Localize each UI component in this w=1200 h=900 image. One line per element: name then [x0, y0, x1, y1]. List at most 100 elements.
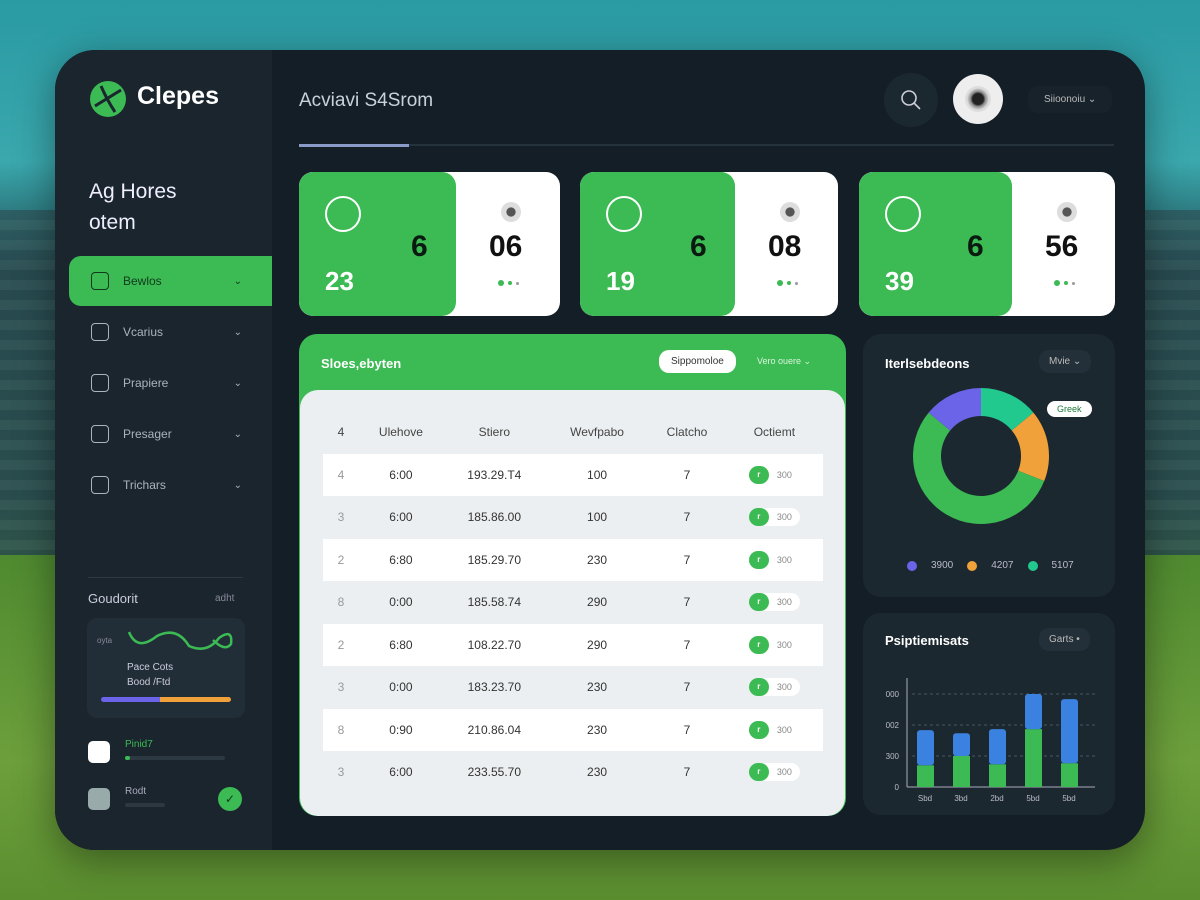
table-row[interactable]: 3 0:00 183.23.70 230 7 r 300 [323, 666, 823, 709]
widget-line2: Bood /Ftd [127, 677, 171, 688]
chevron-down-icon: ⌄ [233, 479, 242, 491]
table-row[interactable]: 8 0:00 185.58.74 290 7 r 300 [323, 581, 823, 624]
dashboard-window: Clepes Ag Hores otem Bewlos ⌄ Vcarius ⌄ Prapi… [55, 50, 1145, 850]
legend-label: 3900 [931, 560, 954, 571]
bar-segment[interactable] [1025, 694, 1042, 730]
table-row[interactable]: 2 6:80 108.22.70 290 7 r 300 [323, 623, 823, 666]
status-toggle[interactable]: r 300 [748, 508, 800, 527]
bar-dropdown[interactable]: Garts • [1039, 628, 1090, 651]
donut-chart [913, 388, 1049, 524]
table-row[interactable]: 3 6:00 185.86.00 100 7 r 300 [323, 496, 823, 539]
bar-card: Psiptiemisats Garts • 0 300 002 000 Sbd 3bd 2b… [863, 613, 1115, 815]
donut-slice[interactable] [1011, 412, 1049, 482]
donut-slice[interactable] [913, 412, 1045, 524]
avatar[interactable] [953, 74, 1003, 124]
column-header[interactable]: Clatcho [666, 425, 708, 440]
legend-swatch [967, 560, 978, 571]
check-button[interactable]: ✓ [218, 787, 242, 811]
sidebar-item-1[interactable]: Vcarius ⌄ [69, 307, 272, 357]
table-cell: 7 [648, 453, 726, 496]
clock-icon [91, 323, 109, 341]
bar-segment[interactable] [953, 733, 970, 756]
x-tick-label: 3bd [954, 794, 967, 803]
sidebar-item-2[interactable]: Prapiere ⌄ [69, 358, 272, 408]
app-icon[interactable] [88, 741, 110, 763]
bar-segment[interactable] [989, 764, 1006, 787]
table-cell: 108.22.70 [442, 623, 546, 666]
stat-card[interactable]: 6 23 06 [299, 172, 560, 316]
bar-segment[interactable] [989, 729, 1006, 765]
donut-slice[interactable] [981, 388, 1034, 431]
donut-legend: 3900 4207 5107 [907, 560, 1074, 571]
bar-segment[interactable] [1061, 763, 1078, 787]
table-row[interactable]: 8 0:90 210.86.04 230 7 r 300 [323, 708, 823, 751]
table-cell: 230 [545, 538, 649, 581]
widget-progress [101, 697, 231, 702]
status-toggle[interactable]: r 300 [748, 550, 800, 569]
profile-dropdown[interactable]: Siioonoiu ⌄ [1028, 86, 1113, 113]
bar-segment[interactable] [917, 730, 934, 766]
table-cell: 230 [587, 765, 608, 780]
status-toggle[interactable]: r 300 [748, 593, 800, 612]
table-cell: 6:00 [359, 453, 443, 496]
bar-segment[interactable] [1061, 699, 1078, 764]
bar-segment[interactable] [917, 765, 934, 787]
column-header[interactable]: Ulehove [378, 425, 423, 440]
table-cell: 7 [683, 595, 691, 610]
soccer-ball-icon [780, 202, 800, 222]
footer-item-label: Rodt [125, 786, 147, 797]
logo-icon [90, 81, 126, 117]
bar-title: Psiptiemisats [885, 633, 969, 648]
sidebar-item-0[interactable]: Bewlos ⌄ [69, 256, 272, 306]
widget-action[interactable]: adht [215, 593, 235, 604]
table-cell: 8 [323, 708, 359, 751]
sidebar-title: Ag Hores otem [89, 180, 177, 234]
table-filter[interactable]: Vero ouere ⌄ [757, 356, 812, 366]
folder-icon [91, 374, 109, 392]
donut-dropdown[interactable]: Mvie ⌄ [1039, 350, 1092, 373]
page-title: Acviavi S4Srom [299, 90, 434, 111]
stat-icon [606, 196, 642, 232]
column-header[interactable]: Wevfpabo [570, 425, 624, 440]
table-cell: 185.29.70 [442, 538, 546, 581]
status-toggle[interactable]: r 300 [748, 763, 800, 782]
status-toggle[interactable]: r 300 [748, 678, 800, 697]
stat-icon [325, 196, 361, 232]
stat-value: 56 [1045, 230, 1079, 263]
table-cell: 6:80 [359, 538, 443, 581]
table-cell: 230 [587, 680, 608, 695]
table-cell: 100 [545, 453, 649, 496]
stat-card[interactable]: 6 19 08 [580, 172, 838, 316]
status-toggle[interactable]: r 300 [748, 635, 800, 654]
table-cell: 3 [337, 510, 345, 525]
search-button[interactable] [884, 73, 938, 127]
table-row[interactable]: 3 6:00 233.55.70 230 7 r 300 [323, 751, 823, 794]
stat-card[interactable]: 6 39 56 [859, 172, 1115, 316]
bar-chart: 0 300 002 000 Sbd 3bd 2bd 5bd 5bd [886, 678, 1095, 803]
stat-big: 6 [690, 230, 707, 263]
table-action-button[interactable]: Sippomoloe [659, 350, 736, 373]
footer-progress [125, 756, 225, 760]
table-row[interactable]: 4 6:00 193.29.T4 100 7 r 300 [323, 453, 823, 496]
chevron-down-icon: ⌄ [233, 326, 242, 338]
status-toggle[interactable]: r 300 [748, 465, 800, 484]
column-header[interactable]: 4 [337, 425, 345, 440]
stat-value: 08 [768, 230, 802, 263]
bar-segment[interactable] [953, 756, 970, 787]
app-icon[interactable] [88, 788, 110, 810]
column-header[interactable]: Octiemt [753, 425, 796, 440]
donut-slice[interactable] [928, 388, 981, 431]
sidebar-item-label: Trichars [123, 478, 166, 492]
status-toggle[interactable]: r 300 [748, 720, 800, 739]
table-row[interactable]: 2 6:80 185.29.70 230 7 r 300 [323, 538, 823, 581]
chart-icon [91, 425, 109, 443]
table-cell: 3 [337, 680, 345, 695]
bar-segment[interactable] [1025, 729, 1042, 787]
column-header[interactable]: Stiero [478, 425, 510, 440]
stat-big: 6 [967, 230, 984, 263]
sidebar-item-3[interactable]: Presager ⌄ [69, 409, 272, 459]
stat-value: 06 [489, 230, 523, 263]
widget-card: oyta Pace Cots Bood /Ftd [87, 618, 245, 718]
widget-label: oyta [97, 636, 113, 645]
sidebar-item-4[interactable]: Trichars ⌄ [69, 460, 272, 510]
